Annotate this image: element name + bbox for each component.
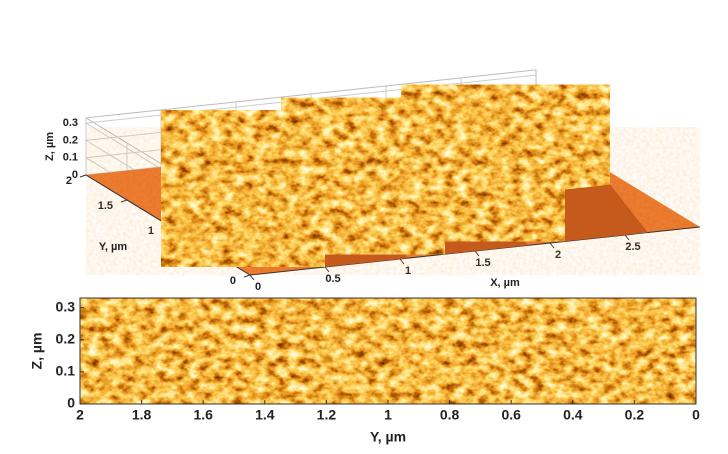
x-tick-label: 0.2 [625, 407, 645, 423]
x-tick-label: 1.8 [132, 407, 152, 423]
y-axis-label: Y, µm [99, 241, 128, 253]
x-tick [399, 258, 405, 265]
y-tick [120, 199, 128, 203]
x-tick-label: 1.6 [193, 407, 213, 423]
ridge [401, 84, 648, 242]
x-tick-label: 0 [692, 407, 700, 423]
y-tick-label: 1.5 [98, 200, 113, 212]
z-tick-label: 0.3 [63, 117, 78, 129]
y-tick-label: 0.2 [56, 330, 76, 346]
y-tick-label: 0.5 [180, 250, 195, 262]
ridge-front [565, 184, 648, 242]
x-tick-label: 1 [384, 407, 392, 423]
y-tick [161, 224, 169, 228]
x-tick [249, 274, 255, 281]
ridge-top [401, 84, 610, 190]
x-tick-label: 0 [255, 281, 261, 293]
y-tick [202, 249, 210, 253]
heatmap-texture [80, 298, 696, 404]
y-tick-label: 0 [230, 275, 236, 287]
axis-line [85, 174, 701, 276]
y-tick-label: 0.1 [56, 363, 76, 379]
y-tick-label: 2 [66, 175, 72, 187]
x-tick-label: 0.5 [325, 273, 340, 285]
z-tick-label: 0.1 [63, 152, 78, 164]
x-tick-label: 1 [405, 265, 411, 277]
x-tick-label: 0.6 [501, 407, 521, 423]
ridge-side [161, 115, 325, 267]
ridge-top [281, 97, 490, 203]
x-tick-label: 0.4 [563, 407, 583, 423]
y-tick [79, 174, 87, 178]
y-tick [243, 274, 251, 278]
heatmap-plot: 2 1.8 1.6 1.4 1.2 1 0.8 0.6 0.4 0.2 0 0 0.1 0.2 0.3 Y, … [29, 297, 700, 445]
x-tick [324, 266, 330, 273]
z-tick-label: 0.2 [63, 134, 78, 146]
y-tick-label: 0.3 [56, 298, 76, 314]
z-axis-label: Z, µm [44, 132, 56, 161]
x-tick-label: 1.2 [317, 407, 337, 423]
y-tick-label: 1 [148, 225, 154, 237]
x-tick [474, 250, 480, 257]
x-axis-label: X, µm [490, 277, 520, 289]
ridge-front [445, 197, 528, 255]
x-tick-label: 2 [555, 249, 561, 261]
ridge [281, 97, 528, 255]
x-tick-label: 0.8 [440, 407, 460, 423]
x-tick-label: 1.4 [255, 407, 275, 423]
surface-plot: 0 0.1 0.2 0.3 0 0.5 1 1.5 2 2.5 0 0.5 1 1.5 2 X, µm Y, µ… [44, 69, 701, 293]
ridge-side [401, 89, 565, 242]
x-tick-label: 2.5 [625, 241, 640, 253]
x-tick [624, 234, 630, 241]
ridge-side [281, 102, 445, 255]
z-tick-label: 0 [72, 169, 78, 181]
ridge [161, 110, 408, 267]
x-tick [549, 242, 555, 249]
x-axis-label: Y, µm [370, 429, 406, 445]
x-tick-label: 2 [76, 407, 84, 423]
ridge-front [325, 210, 408, 267]
ridge-top [161, 110, 370, 216]
y-tick-label: 0 [67, 395, 75, 411]
x-tick-label: 1.5 [475, 257, 490, 269]
y-axis-label: Z, µm [29, 333, 45, 370]
